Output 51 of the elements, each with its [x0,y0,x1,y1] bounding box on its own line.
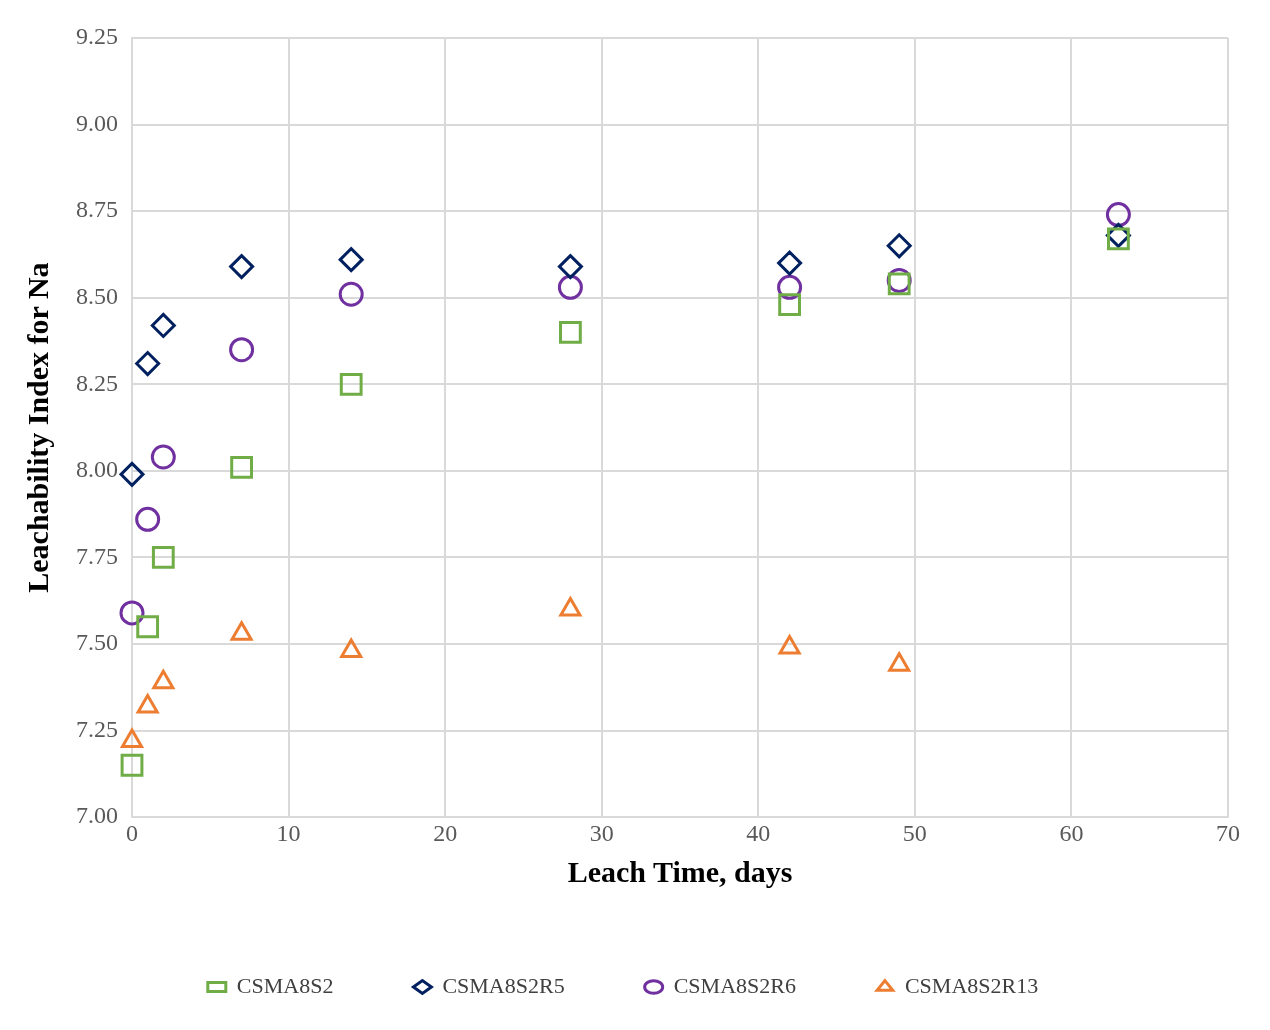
y-tick-label: 8.75 [76,196,118,223]
point [1107,227,1130,251]
x-axis-title: Leach Time, days [567,854,793,888]
y-tick-label: 9.00 [76,109,118,136]
x-tick-label: 50 [902,819,927,846]
point [559,596,582,617]
x-tick-label: 60 [1059,819,1084,846]
point [778,635,801,655]
point [557,254,583,280]
legend-label: CSMA8S2 [236,972,334,998]
y-axis-title: Leachability Index for Na [20,262,54,593]
legend-label: CSMA8S2R5 [442,972,565,998]
point [119,461,145,487]
point [230,621,253,641]
x-tick-label: 70 [1216,819,1240,846]
point [888,652,911,672]
y-tick-label: 7.50 [76,629,118,656]
x-tick-label: 40 [746,819,771,846]
point [340,638,363,658]
point [150,312,176,338]
y-tick-label: 8.50 [76,283,118,310]
point [135,506,161,532]
point [230,456,253,479]
x-tick-label: 30 [589,819,614,846]
y-tick-label: 9.25 [76,23,118,50]
point [778,293,801,317]
y-tick-label: 7.75 [76,542,118,569]
point [559,320,582,344]
y-tick-label: 7.00 [76,802,118,829]
y-tick-label: 8.00 [76,456,118,483]
y-tick-label: 8.25 [76,369,118,396]
point [887,272,911,296]
point [229,254,255,280]
point [338,247,364,273]
legend-label: CSMA8S2R6 [673,972,796,998]
point [777,250,803,276]
x-tick-label: 10 [276,819,301,846]
point [136,693,159,714]
point [120,728,144,749]
x-tick-label: 20 [433,819,458,846]
point [135,351,161,377]
point [152,669,175,690]
point [339,372,363,396]
legend-label: CSMA8S2R13 [904,972,1039,998]
point [151,546,175,569]
point [886,233,912,259]
y-tick-label: 7.25 [76,715,118,742]
point [338,281,364,307]
x-tick-label: 0 [126,819,138,846]
point [229,337,255,363]
point [150,444,176,470]
